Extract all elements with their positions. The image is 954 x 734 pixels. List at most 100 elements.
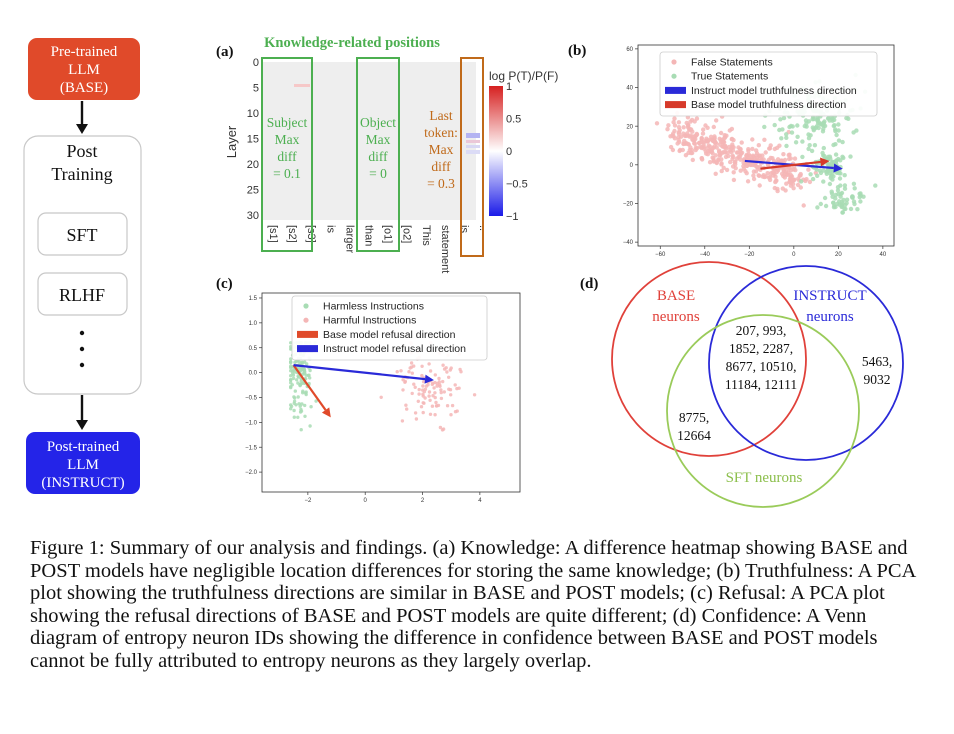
scatter-point xyxy=(298,410,303,414)
y-tick-label: −2.0 xyxy=(245,470,258,476)
scatter-point xyxy=(675,141,680,146)
scatter-point xyxy=(699,135,704,141)
legend-entry: Base model truthfulness direction xyxy=(691,99,846,111)
scatter-point xyxy=(773,179,778,185)
scatter-point xyxy=(825,161,830,167)
scatter-point xyxy=(734,150,740,155)
scatter-point xyxy=(442,390,446,394)
scatter-point xyxy=(421,380,426,384)
scatter-point xyxy=(307,373,311,377)
scatter-point xyxy=(437,376,441,381)
scatter-point xyxy=(795,123,800,128)
scatter-point xyxy=(848,206,854,212)
object-annotation-1: Object xyxy=(360,115,396,130)
scatter-point xyxy=(414,417,419,421)
scatter-point xyxy=(719,162,724,167)
scatter-point xyxy=(689,117,695,123)
scatter-point xyxy=(687,147,692,153)
scatter-point xyxy=(763,150,768,155)
scatter-point xyxy=(812,143,818,148)
legend-marker xyxy=(297,345,318,353)
scatter-point xyxy=(744,163,750,169)
panel-c: (c) −2 0 2 4 1.5 1.0 0.5 0.0 −0.5 −1.0 −1.5 −2.0 Har… xyxy=(216,276,521,504)
scatter-point xyxy=(800,139,805,144)
scatter-point xyxy=(693,145,699,150)
token-tick-label: [s2] xyxy=(286,225,298,243)
scatter-point xyxy=(707,160,713,165)
x-tick-label: −60 xyxy=(655,252,666,258)
scatter-point xyxy=(773,174,778,179)
scatter-point xyxy=(838,158,843,163)
scatter-point xyxy=(303,414,307,418)
scatter-point xyxy=(838,171,843,176)
scatter-point xyxy=(400,419,405,423)
pretrained-box xyxy=(28,38,140,100)
layer-tick-labels: 0 5 10 15 20 25 30 xyxy=(247,57,259,222)
figure-caption: Figure 1: Summary of our analysis and fi… xyxy=(30,537,916,672)
scatter-point xyxy=(745,179,751,184)
scatter-point xyxy=(685,141,691,147)
scatter-point xyxy=(758,155,763,160)
panel-b: (b) −60 −40 −20 0 20 40 60 40 20 0 −20 −40 False Sta… xyxy=(568,43,895,258)
instruct-only-ids-1: 5463, xyxy=(862,354,892,369)
scatter-point xyxy=(299,379,303,383)
y-tick-label: −1.5 xyxy=(245,445,258,451)
colorbar-tick-label: 0 xyxy=(506,146,512,158)
scatter-point xyxy=(781,115,787,121)
scatter-point xyxy=(717,149,722,155)
flow-arrowhead-2 xyxy=(76,420,88,430)
scatter-point xyxy=(439,390,443,395)
direction-arrow xyxy=(760,160,821,170)
scatter-point xyxy=(829,189,834,194)
token-tick-label: [o1] xyxy=(382,225,394,243)
scatter-point xyxy=(750,146,755,152)
legend-box xyxy=(291,295,488,361)
scatter-point xyxy=(840,210,845,215)
base-neurons-label-2: neurons xyxy=(652,309,700,325)
scatter-point xyxy=(314,399,318,403)
scatter-point xyxy=(827,181,833,187)
scatter-point xyxy=(780,127,785,132)
scatter-point xyxy=(434,400,438,405)
scatter-point xyxy=(670,147,676,153)
scatter-point xyxy=(405,407,409,411)
scatter-point xyxy=(831,142,836,148)
scatter-point xyxy=(449,366,453,370)
colorbar-ticks: 1 0.5 0 −0.5 −1 xyxy=(506,81,528,223)
heatmap-cell xyxy=(466,133,480,138)
y-tick-label: 1.5 xyxy=(249,296,258,302)
scatter-point xyxy=(746,155,751,161)
rlhf-box xyxy=(37,272,128,316)
scatter-point xyxy=(784,135,789,140)
legend-marker xyxy=(303,317,309,323)
scatter-point xyxy=(844,200,849,206)
scatter-point xyxy=(289,381,293,385)
scatter-point xyxy=(718,139,724,144)
scatter-point xyxy=(756,143,761,148)
scatter-point xyxy=(861,194,866,199)
scatter-point xyxy=(719,168,724,174)
subject-annotation-2: Max xyxy=(275,132,300,147)
scatter-point xyxy=(873,183,878,188)
object-annotation-3: diff xyxy=(368,149,388,164)
scatter-point xyxy=(840,154,845,159)
y-tick-label: −1.0 xyxy=(245,420,258,426)
token-tick-label: [o2] xyxy=(401,225,413,243)
scatter-point xyxy=(782,175,787,180)
scatter-point xyxy=(842,183,848,188)
token-tick-label: This xyxy=(420,225,432,246)
token-tick-label: is xyxy=(324,225,336,233)
panel-d: (d) BASE neurons INSTRUCT neurons SFT ne… xyxy=(580,261,904,508)
scatter-point xyxy=(806,167,811,172)
scatter-point xyxy=(308,376,312,380)
scatter-point xyxy=(738,168,743,173)
scatter-point xyxy=(821,120,827,126)
object-highlight-box xyxy=(356,57,400,252)
scatter-point xyxy=(741,163,746,169)
scatter-point xyxy=(728,148,733,153)
legend-entry: Instruct model truthfulness direction xyxy=(691,85,857,97)
scatter-point xyxy=(816,125,821,131)
scatter-point xyxy=(817,168,823,173)
scatter-point xyxy=(712,134,717,139)
scatter-point xyxy=(723,150,728,155)
